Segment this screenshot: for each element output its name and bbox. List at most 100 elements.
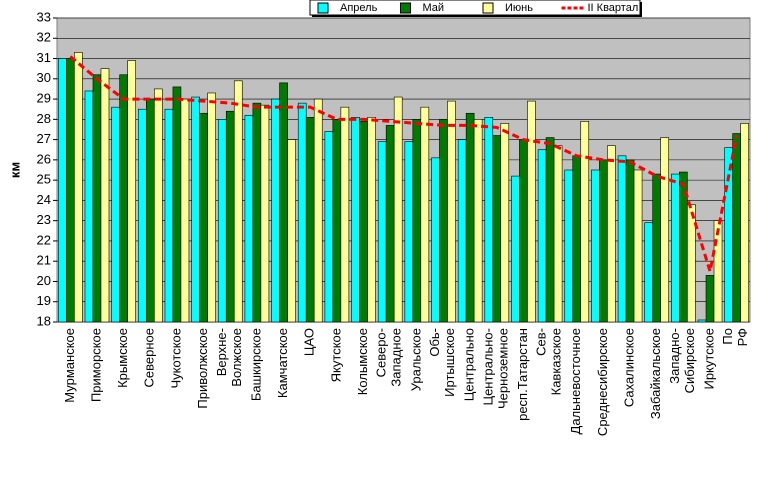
legend-swatch (482, 2, 494, 14)
bar (153, 88, 163, 323)
bar (111, 106, 120, 323)
x-tick-label-line: Западное (389, 328, 404, 387)
y-tick-label: 21 (37, 253, 51, 268)
bar (100, 68, 110, 323)
bar (359, 121, 368, 323)
bar (492, 135, 502, 323)
x-tick-label: Крымское (115, 328, 130, 388)
x-tick-label-line: Обь- (427, 328, 442, 357)
legend-swatch (400, 2, 411, 14)
bar (145, 98, 155, 323)
x-tick-label: Центрально (462, 328, 477, 401)
x-tick-label: Обь-Иртышское (427, 328, 457, 397)
bar (580, 121, 590, 323)
bar (377, 141, 387, 323)
x-tick-label: ПоРФ (721, 328, 751, 347)
x-tick-label: Среднесибирское (595, 328, 610, 436)
bar (137, 108, 147, 323)
bar (697, 319, 707, 323)
bar (164, 108, 174, 323)
x-tick-label: Забайкальское (648, 328, 663, 419)
bar (180, 98, 190, 323)
legend-label: Июнь (505, 2, 533, 14)
legend-label: Апрель (340, 2, 378, 14)
bar (244, 114, 254, 323)
x-tick-label-line: Верхне- (214, 328, 229, 376)
y-tick-label: 20 (37, 273, 51, 288)
bar (404, 141, 414, 323)
x-tick-label-line: Волжское (229, 328, 244, 387)
bar (225, 110, 235, 323)
bar (207, 92, 216, 323)
y-tick-label: 31 (37, 50, 51, 65)
bar (252, 102, 262, 323)
bar (313, 98, 323, 323)
bar (172, 86, 182, 323)
bar (519, 139, 528, 323)
bar (607, 145, 616, 323)
legend-label: Май (423, 2, 445, 14)
bar (233, 80, 243, 323)
bar (332, 119, 342, 323)
x-tick-label: Колымское (355, 328, 370, 395)
x-tick-label: Якутское (328, 328, 343, 382)
bar (652, 173, 662, 323)
bar (644, 222, 654, 323)
x-tick-label-line: Сев- (534, 328, 549, 356)
bar (457, 139, 467, 323)
bar (305, 117, 315, 323)
x-tick-label: Верхне-Волжское (214, 328, 244, 387)
bar (279, 82, 288, 323)
y-tick-label: 33 (37, 9, 51, 24)
x-tick-label-line: Центрально- (481, 328, 496, 406)
bar (687, 204, 696, 323)
y-axis-label: км (7, 162, 22, 178)
bar (500, 123, 510, 323)
legend-swatch (317, 2, 329, 14)
x-tick-label: респ.Татарстан (515, 328, 530, 421)
x-tick-label: Западно-Сибирское (667, 328, 697, 393)
bar (412, 119, 422, 323)
x-tick-label: Уральское (408, 328, 423, 391)
bar (724, 147, 733, 323)
bar (625, 159, 635, 323)
bar (431, 157, 440, 323)
x-tick-label-line: Черноземное (496, 328, 511, 409)
x-tick-label-line: Западно- (667, 328, 682, 384)
bar (439, 119, 448, 323)
y-tick-label: 29 (37, 91, 51, 106)
bar (527, 100, 536, 323)
x-tick-label: Северное (142, 328, 157, 387)
x-tick-label: Мурманское (62, 328, 77, 403)
bar (740, 123, 749, 323)
bar (473, 119, 483, 323)
y-tick-label: 24 (37, 192, 51, 207)
bar (66, 58, 75, 323)
bar (340, 106, 350, 323)
bar (599, 159, 608, 323)
bar (287, 139, 296, 323)
bar (297, 102, 307, 323)
y-tick-label: 22 (37, 232, 51, 247)
bar (713, 220, 723, 323)
legend-label: II Квартал (588, 2, 639, 14)
x-tick-label: Иркутское (701, 328, 716, 390)
y-tick-label: 28 (37, 111, 51, 126)
x-tick-label: Чукотское (168, 328, 183, 389)
x-tick-label: Сев-Кавказское (534, 328, 564, 395)
bar (119, 74, 128, 323)
y-tick-label: 25 (37, 172, 51, 187)
bar (271, 98, 280, 323)
bar (484, 117, 494, 323)
x-tick-label: Башкирское (248, 328, 263, 401)
y-tick-label: 18 (37, 313, 51, 328)
bar (671, 173, 680, 323)
bar (217, 119, 227, 323)
x-tick-label-line: Сибирское (682, 328, 697, 393)
bar (447, 100, 456, 323)
x-tick-label: Приморское (88, 328, 103, 402)
bar (58, 58, 67, 323)
x-tick-label-line: Кавказское (549, 328, 564, 395)
y-tick-label: 26 (37, 151, 51, 166)
